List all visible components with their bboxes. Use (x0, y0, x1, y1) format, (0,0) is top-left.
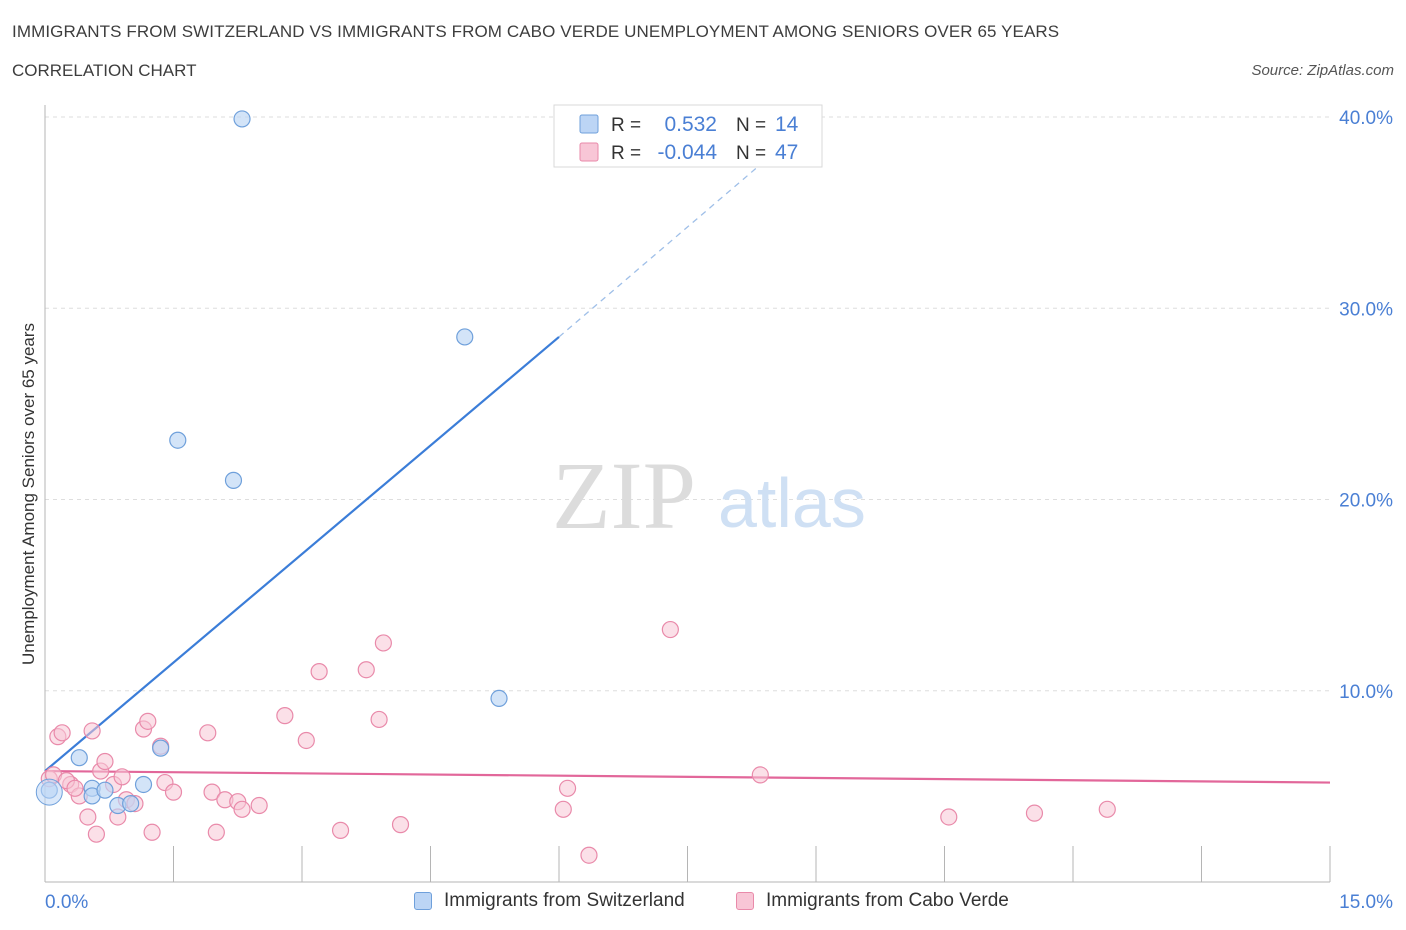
series-legend: Immigrants from Switzerland Immigrants f… (0, 890, 1406, 916)
tick-labels: 10.0% 20.0% 30.0% 40.0% 0.0% 15.0% (45, 108, 1393, 913)
point-caboverde (53, 724, 71, 742)
stats-r-label: R = (611, 115, 641, 136)
point-caboverde (113, 768, 131, 786)
point-caboverde (203, 783, 221, 801)
legend-label-switzerland: Immigrants from Switzerland (444, 890, 685, 911)
trend-line-switzerland-extension (558, 116, 817, 338)
grid (45, 116, 1330, 692)
stats-n-value: 14 (775, 113, 799, 136)
point-switzerland (96, 781, 114, 799)
point-switzerland (122, 794, 140, 813)
stats-r-label: R = (611, 143, 641, 164)
watermark: ZIP atlas (552, 442, 866, 549)
point-caboverde (66, 779, 84, 797)
point-caboverde (143, 823, 161, 841)
legend-swatch-caboverde (736, 892, 754, 910)
point-caboverde (233, 800, 251, 818)
point-switzerland (134, 775, 153, 794)
point-switzerland (456, 328, 474, 346)
chart-title: IMMIGRANTS FROM SWITZERLAND VS IMMIGRANT… (12, 22, 1060, 41)
point-caboverde (250, 796, 268, 815)
trend-line-caboverde (44, 769, 1331, 784)
y-tick-label: 10.0% (1339, 682, 1393, 703)
point-caboverde (661, 620, 679, 639)
point-caboverde (751, 766, 769, 784)
point-caboverde (370, 710, 388, 729)
point-switzerland (224, 471, 243, 489)
stats-swatch-switzerland (579, 114, 599, 134)
data-points (35, 110, 1116, 864)
point-caboverde (96, 752, 114, 771)
point-caboverde (87, 825, 106, 843)
point-caboverde (207, 823, 225, 841)
y-axis-title-group: Unemployment Among Seniors over 65 years (19, 323, 38, 665)
stats-n-label: N = (736, 115, 766, 136)
stats-n-value: 47 (775, 141, 798, 164)
point-caboverde (276, 707, 294, 725)
stats-n-label: N = (736, 143, 766, 164)
point-switzerland (152, 739, 170, 757)
point-caboverde (940, 808, 958, 826)
point-switzerland (70, 749, 88, 767)
point-caboverde (79, 808, 97, 826)
x-tick-label: 15.0% (1339, 892, 1393, 913)
y-tick-label: 30.0% (1339, 299, 1393, 320)
stats-swatch-caboverde (579, 142, 599, 162)
legend-item-switzerland[interactable]: Immigrants from Switzerland (414, 890, 685, 912)
point-caboverde (310, 663, 328, 681)
point-caboverde (357, 661, 375, 679)
legend-swatch-switzerland (414, 892, 432, 910)
point-caboverde (139, 712, 157, 730)
point-switzerland (490, 689, 508, 708)
point-caboverde (1098, 800, 1116, 818)
source-label: Source: ZipAtlas.com (1251, 62, 1394, 79)
stats-legend-frame (553, 104, 823, 168)
watermark-atlas: atlas (718, 464, 866, 542)
point-caboverde (391, 816, 410, 834)
point-caboverde (1025, 804, 1044, 822)
stats-legend: R = 0.532 N = 14 R = -0.044 N = 47 (553, 104, 823, 168)
point-switzerland (233, 110, 251, 128)
legend-item-caboverde[interactable]: Immigrants from Cabo Verde (736, 890, 1009, 912)
point-caboverde (558, 779, 577, 797)
point-caboverde (374, 634, 392, 652)
stats-r-value: -0.044 (657, 141, 717, 164)
point-caboverde (164, 783, 183, 801)
y-axis-label: Unemployment Among Seniors over 65 years (19, 323, 38, 665)
chart-subtitle: CORRELATION CHART (12, 61, 197, 80)
y-tick-label: 20.0% (1339, 491, 1393, 512)
x-tick-label: 0.0% (45, 892, 88, 913)
point-caboverde (331, 821, 350, 839)
stats-r-value: 0.532 (664, 113, 717, 136)
point-caboverde (580, 846, 598, 864)
watermark-zip: ZIP (552, 442, 696, 549)
point-caboverde (83, 722, 101, 740)
y-tick-label: 40.0% (1339, 108, 1393, 129)
axes (44, 105, 1331, 883)
point-caboverde (297, 731, 315, 750)
point-caboverde (554, 800, 572, 818)
point-switzerland-cluster (35, 778, 63, 806)
trend-lines (44, 116, 1331, 784)
point-caboverde (199, 724, 217, 742)
trend-line-switzerland (44, 336, 560, 772)
legend-label-caboverde: Immigrants from Cabo Verde (766, 890, 1009, 911)
point-switzerland (169, 431, 187, 449)
